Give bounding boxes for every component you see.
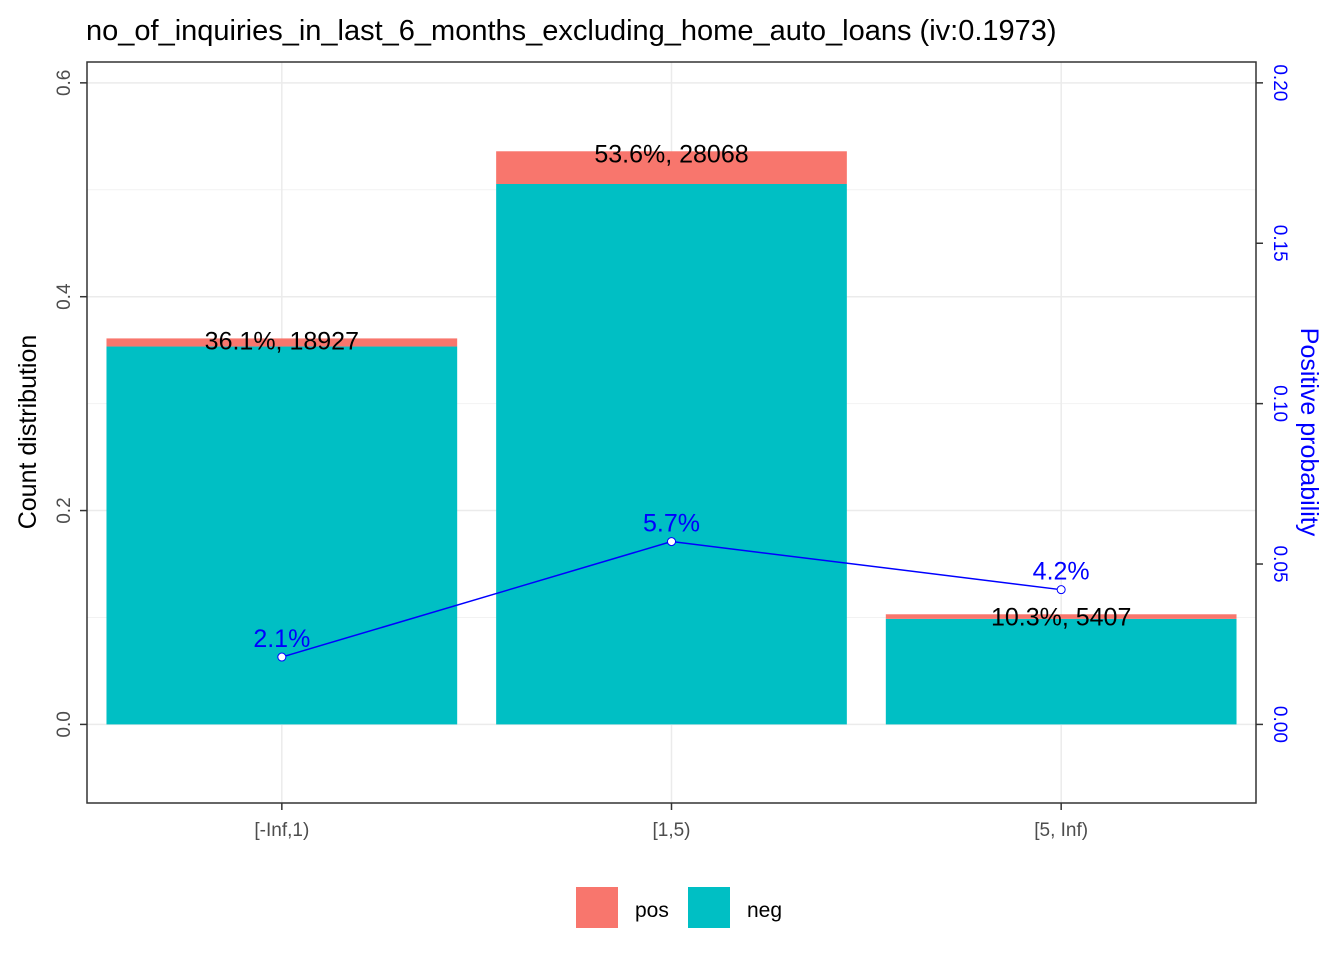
legend-label-neg: neg xyxy=(747,899,782,922)
bar-labels: 36.1%, 18927 53.6%, 28068 10.3%, 5407 xyxy=(205,140,1132,631)
probability-label: 2.1% xyxy=(253,625,310,653)
probability-line: 2.1% 5.7% 4.2% xyxy=(253,510,1090,662)
probability-point xyxy=(667,537,676,547)
y2-tick-label: 0.20 xyxy=(1269,64,1290,101)
y-tick-label: 0.6 xyxy=(54,70,75,96)
bar-pos xyxy=(885,614,1237,619)
bar-neg xyxy=(885,618,1237,725)
probability-label: 4.2% xyxy=(1033,558,1090,586)
bar-neg xyxy=(106,346,458,725)
y-axis-left: 0.0 0.2 0.4 0.6 xyxy=(54,70,87,738)
probability-label: 5.7% xyxy=(643,510,700,538)
legend-label-pos: pos xyxy=(635,899,669,922)
bar-pos xyxy=(106,338,458,347)
y-axis-right: 0.00 0.05 0.10 0.15 0.20 xyxy=(1256,64,1290,743)
bar-label: 53.6%, 28068 xyxy=(594,140,748,168)
y2-tick-label: 0.05 xyxy=(1269,546,1290,583)
bar-neg xyxy=(496,184,847,725)
y2-axis-label: Positive probability xyxy=(1295,328,1323,537)
probability-point xyxy=(277,652,287,662)
y-tick-label: 0.0 xyxy=(54,711,75,737)
y-tick-label: 0.4 xyxy=(54,283,75,310)
y2-tick-label: 0.15 xyxy=(1269,225,1290,262)
probability-point xyxy=(1056,585,1066,595)
x-tick-label: [5, Inf) xyxy=(1034,820,1088,841)
x-tick-label: [1,5) xyxy=(652,820,690,841)
bar-pos xyxy=(496,151,847,185)
y2-tick-label: 0.10 xyxy=(1269,385,1290,422)
y-tick-label: 0.2 xyxy=(54,497,75,523)
x-axis: [-Inf,1) [1,5) [5, Inf) xyxy=(254,803,1088,841)
bar-label: 36.1%, 18927 xyxy=(205,327,359,355)
legend-key-neg xyxy=(688,887,730,928)
x-tick-label: [-Inf,1) xyxy=(254,820,309,841)
legend: pos neg xyxy=(576,887,782,928)
y2-tick-label: 0.00 xyxy=(1269,706,1290,743)
chart-title: no_of_inquiries_in_last_6_months_excludi… xyxy=(86,15,1057,47)
legend-key-pos xyxy=(576,887,618,928)
bar-label: 10.3%, 5407 xyxy=(991,603,1131,631)
y-axis-label: Count distribution xyxy=(14,335,42,530)
